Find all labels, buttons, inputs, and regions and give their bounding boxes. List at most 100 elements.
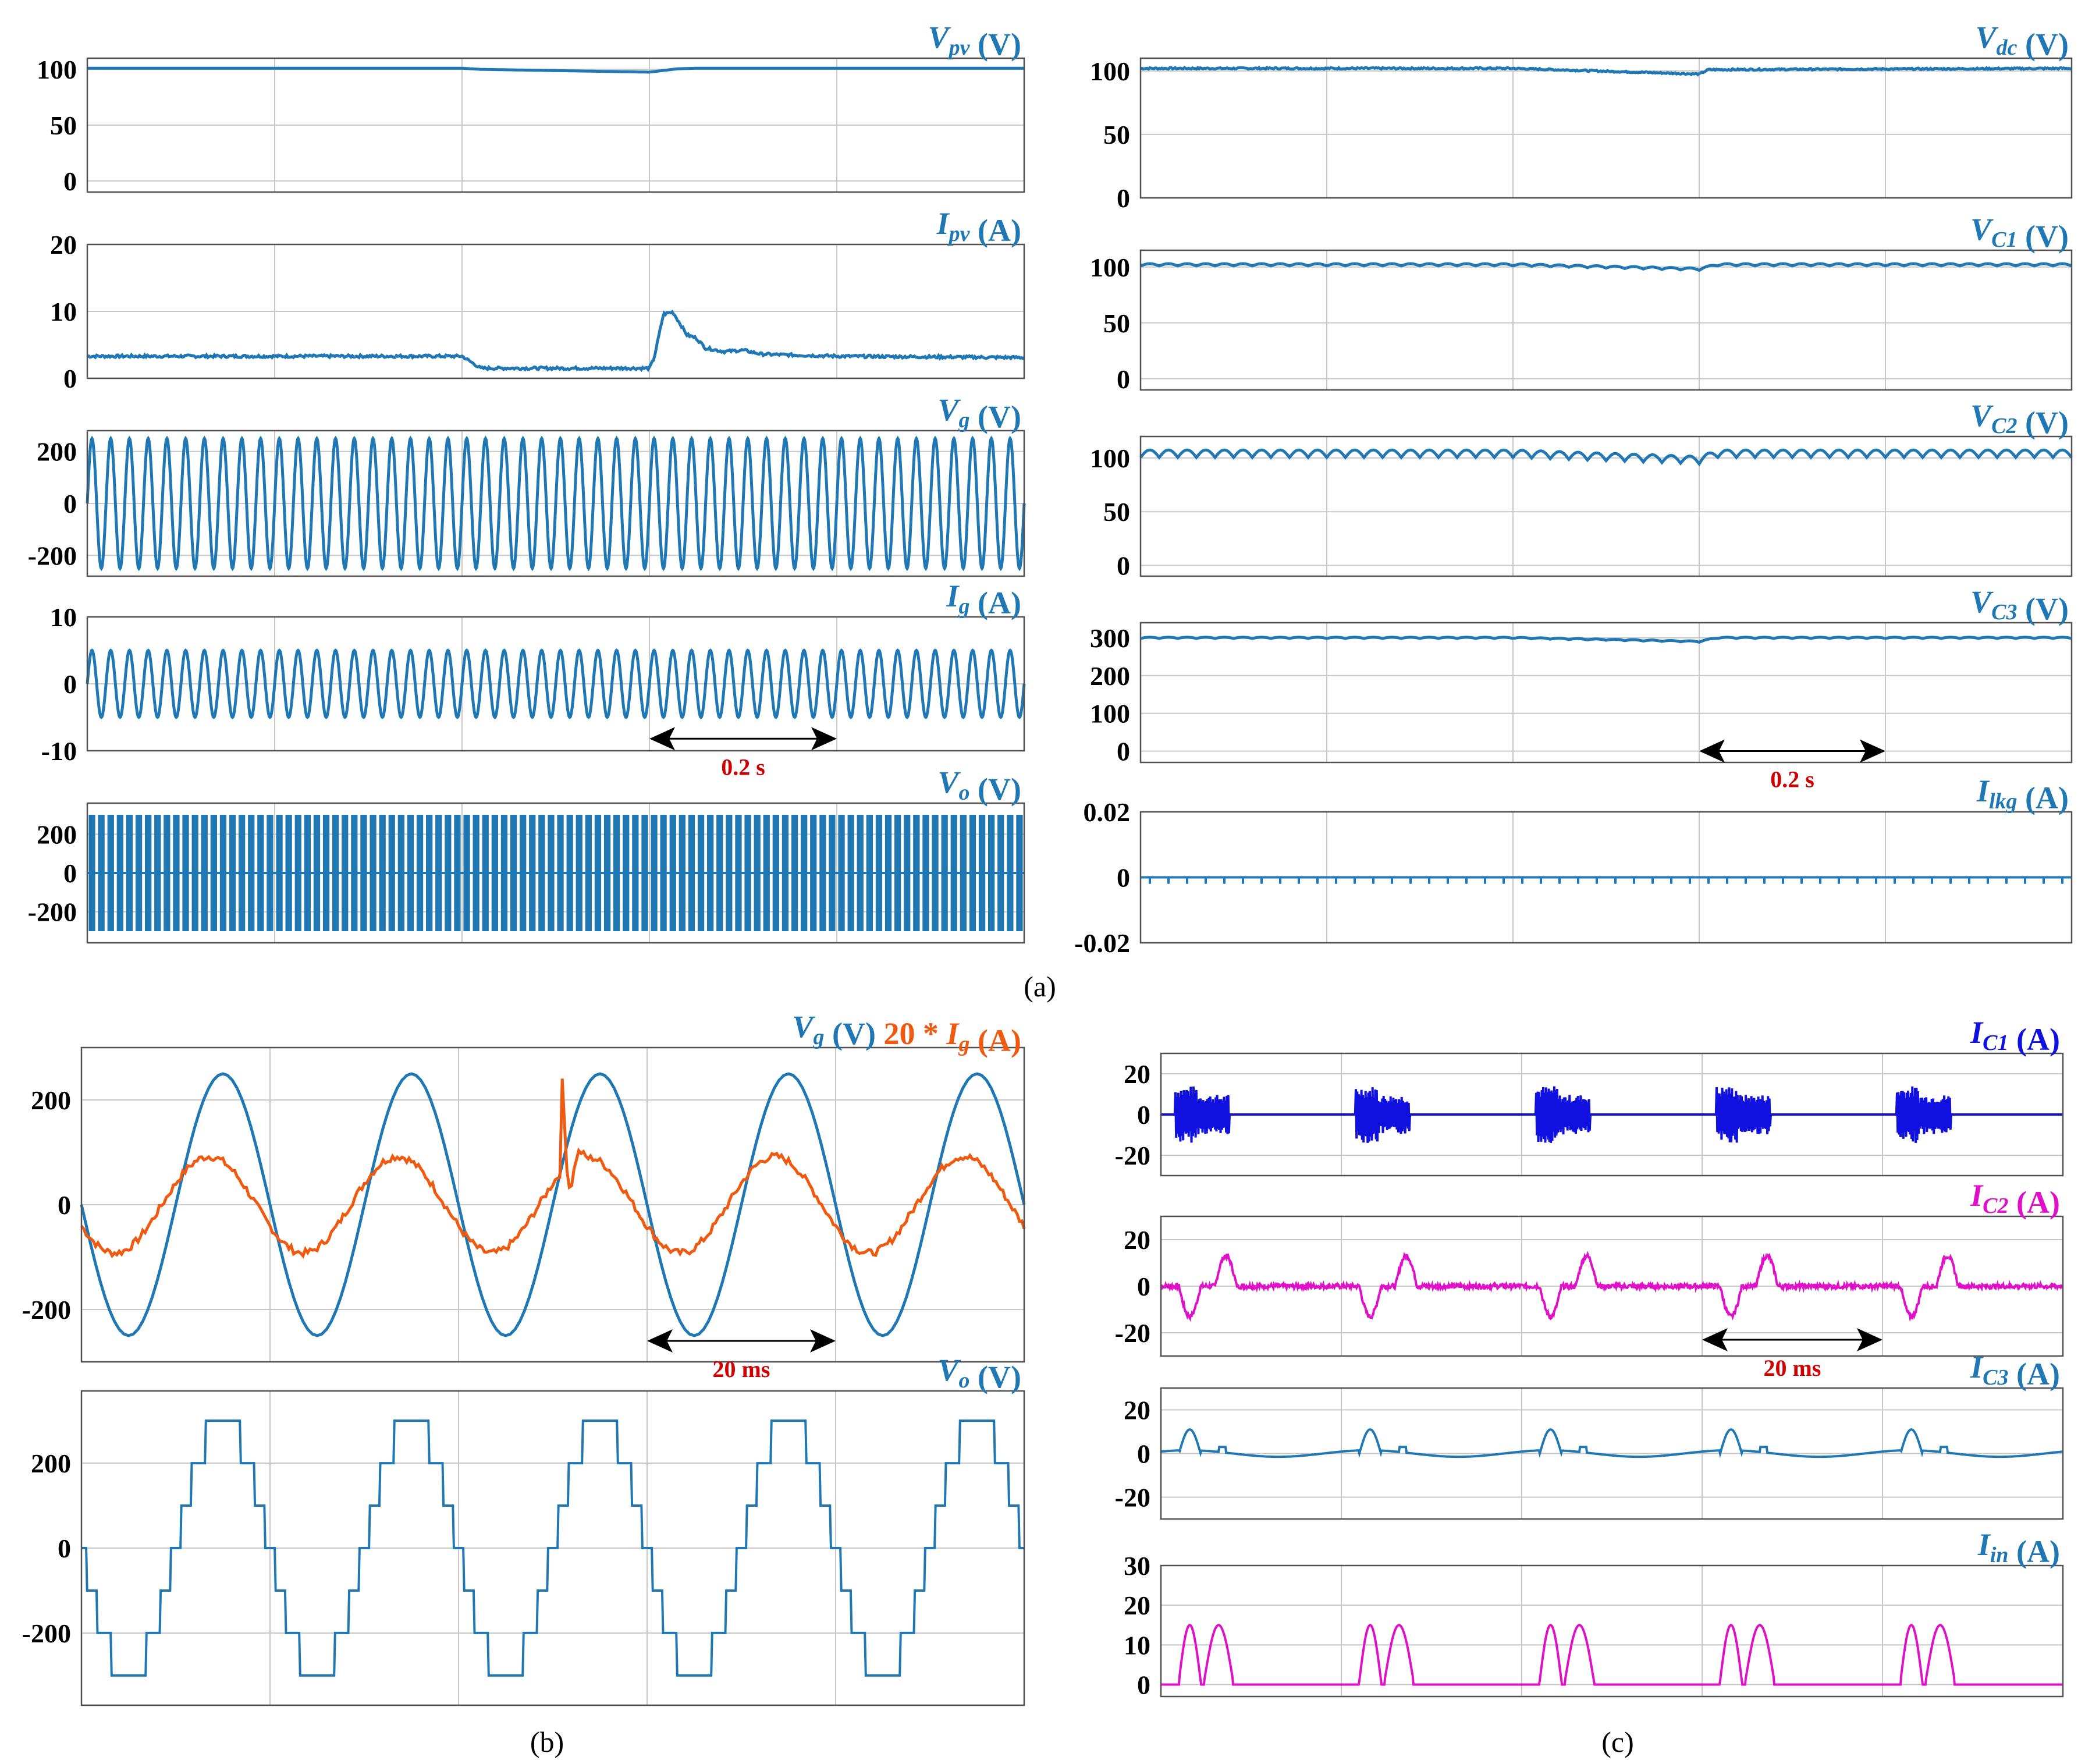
y-tick-label: 100 [1090,56,1130,86]
arrow-left [1702,1328,1728,1351]
y-tick-label: 20 [1124,1591,1150,1620]
time-scale-label: 0.2 s [721,754,765,780]
y-tick-label: 200 [37,819,77,849]
plot-frame [1139,622,2073,764]
chart-a3: -200 0 200 Vg (V) [28,392,1026,577]
y-tick-label: 100 [1090,443,1130,473]
y-tick-label: 300 [1090,623,1130,653]
y-tick-label: 0 [1117,863,1130,893]
time-scale-label: 20 ms [1764,1355,1821,1381]
chart-title: Vdc (V) [1976,20,2069,62]
y-tick-label: -0.02 [1074,928,1130,958]
time-scale-label: 20 ms [713,1356,770,1382]
y-tick-label: -20 [1115,1141,1150,1170]
arrow-right [1857,1328,1882,1351]
y-tick-label: 100 [37,55,77,84]
y-tick-label: 0 [1137,1272,1150,1301]
chart-title: IC3 (A) [1970,1350,2060,1392]
chart-c3: -20 0 20 IC3 (A) [1115,1350,2064,1520]
chart-title: VC1 (V) [1970,212,2069,254]
chart-title: Vo (V) [938,1353,1022,1394]
y-tick-label: 50 [1103,120,1130,150]
y-tick-label: 0 [1117,364,1130,394]
series-line-0 [1161,1086,2063,1143]
series-line-0 [1161,1624,2063,1686]
chart-a9: 0 100 200 300 VC3 (V) 0.2 s [1090,584,2073,793]
chart-title: Ig (A) [946,578,1021,620]
plot-frame [1139,57,2073,199]
y-tick-label: -200 [28,897,77,927]
plot-frame [86,616,1025,752]
chart-title: IC1 (A) [1970,1015,2060,1057]
chart-a2: 0 10 20 Ipv (A) [50,206,1025,393]
series-line-0 [1139,448,2073,467]
series-line-0 [87,310,1025,372]
y-tick-label: 30 [1124,1551,1150,1581]
y-tick-label: 0 [63,364,77,393]
y-tick-label: 200 [31,1085,71,1115]
chart-title: IC2 (A) [1970,1178,2060,1220]
series-line-0 [87,66,1024,74]
series-line-0 [1160,1428,2063,1458]
y-tick-label: 0 [1117,737,1130,766]
y-tick-label: 20 [1124,1225,1150,1255]
chart-title: VC3 (V) [1970,584,2069,626]
y-tick-label: -20 [1115,1483,1150,1513]
plot-frame [1139,435,2073,577]
plot-frame [86,802,1025,944]
plot-frame [80,1390,1025,1706]
arrow-right [1860,739,1885,763]
series-line-0 [1160,1251,2064,1322]
y-tick-label: 0 [58,1534,71,1563]
chart-a7: 0 50 100 VC1 (V) [1090,212,2073,394]
chart-title: Iin (A) [1977,1527,2060,1569]
plot-frame [1139,811,2073,944]
series-line-0 [1140,636,2072,644]
y-tick-label: 0 [58,1190,71,1220]
y-tick-label: 200 [37,437,77,467]
chart-title: Ipv (A) [936,206,1021,248]
series-line-0 [1140,65,2072,77]
y-tick-label: -200 [22,1619,71,1648]
sublabel-a: (a) [1024,970,1056,1003]
chart-a6: 0 50 100 Vdc (V) [1090,20,2073,213]
plot-frame [1160,1564,2064,1698]
arrow-left [647,1329,673,1353]
y-tick-label: -200 [22,1295,71,1325]
plot-frame [86,243,1025,379]
series-20*I_g [80,1078,1026,1259]
y-tick-label: 50 [1103,497,1130,527]
chart-c4: 0 10 20 30 Iin (A) [1124,1527,2064,1700]
chart-a4: -10 0 10 Ig (A) 0.2 s [41,578,1026,780]
series-V_g [80,1072,1026,1337]
chart-c2: -20 0 20 IC2 (A) 20 ms [1115,1178,2064,1381]
series-line-0 [86,435,1026,572]
y-tick-label: 20 [50,230,77,260]
y-tick-label: 0 [63,669,77,699]
y-tick-label: 10 [50,602,77,632]
series-line-0 [81,1419,1024,1677]
y-tick-label: 0 [1117,183,1130,213]
y-tick-label: 10 [50,297,77,326]
plot-frame [1160,1052,2064,1177]
y-tick-label: 0 [1137,1670,1150,1700]
plot-frame [1160,1387,2064,1520]
y-tick-label: 200 [1090,661,1130,691]
y-tick-label: 0 [63,166,77,196]
arrow-left [1699,739,1725,763]
y-tick-label: 0 [1117,551,1130,581]
y-tick-label: 0 [63,489,77,519]
sublabel-b: (b) [530,1726,564,1758]
series-line-0 [86,648,1026,719]
chart-title: Ilkg (A) [1976,773,2069,815]
y-tick-label: 0.02 [1084,797,1131,827]
y-tick-label: 200 [31,1449,71,1478]
y-tick-label: 50 [1103,308,1130,338]
y-tick-label: 50 [50,111,77,140]
y-tick-label: -200 [28,541,77,570]
plot-frame [1160,1215,2064,1357]
chart-c1: -20 0 20 IC1 (A) [1115,1015,2064,1177]
y-tick-label: 0 [1137,1100,1150,1130]
